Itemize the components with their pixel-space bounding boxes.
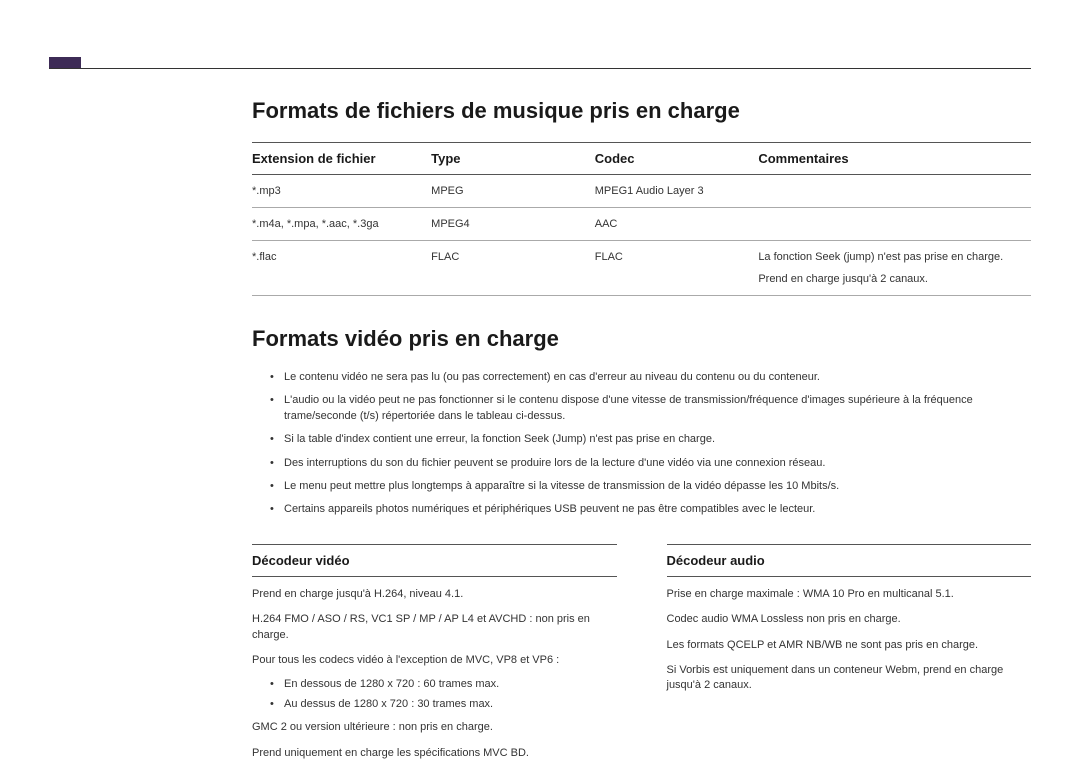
col-header-comments: Commentaires bbox=[758, 143, 1031, 175]
comment-line: Prend en charge jusqu'à 2 canaux. bbox=[758, 273, 1031, 285]
comment-line: La fonction Seek (jump) n'est pas prise … bbox=[758, 251, 1031, 263]
list-item: En dessous de 1280 x 720 : 60 trames max… bbox=[270, 678, 617, 690]
decoder-line: Si Vorbis est uniquement dans un contene… bbox=[667, 663, 1032, 694]
decoder-line: Prend uniquement en charge les spécifica… bbox=[252, 746, 617, 761]
cell-type: MPEG bbox=[431, 175, 595, 208]
decoder-audio-col: Décodeur audio Prise en charge maximale … bbox=[667, 544, 1032, 771]
list-item: Des interruptions du son du fichier peuv… bbox=[270, 456, 1031, 471]
music-heading: Formats de fichiers de musique pris en c… bbox=[252, 98, 1031, 124]
video-notes-list: Le contenu vidéo ne sera pas lu (ou pas … bbox=[252, 370, 1031, 518]
decoder-video-title: Décodeur vidéo bbox=[252, 544, 617, 577]
decoder-line: Prend en charge jusqu'à H.264, niveau 4.… bbox=[252, 587, 617, 602]
cell-codec: MPEG1 Audio Layer 3 bbox=[595, 175, 759, 208]
cell-ext: *.m4a, *.mpa, *.aac, *.3ga bbox=[252, 208, 431, 241]
cell-ext: *.mp3 bbox=[252, 175, 431, 208]
col-header-type: Type bbox=[431, 143, 595, 175]
list-item: Certains appareils photos numériques et … bbox=[270, 502, 1031, 517]
decoder-video-col: Décodeur vidéo Prend en charge jusqu'à H… bbox=[252, 544, 617, 771]
col-header-extension: Extension de fichier bbox=[252, 143, 431, 175]
list-item: Le menu peut mettre plus longtemps à app… bbox=[270, 479, 1031, 494]
cell-type: FLAC bbox=[431, 241, 595, 296]
video-section: Formats vidéo pris en charge Le contenu … bbox=[252, 326, 1031, 771]
video-heading: Formats vidéo pris en charge bbox=[252, 326, 1031, 352]
cell-comments bbox=[758, 208, 1031, 241]
decoder-columns: Décodeur vidéo Prend en charge jusqu'à H… bbox=[252, 544, 1031, 771]
cell-codec: FLAC bbox=[595, 241, 759, 296]
cell-type: MPEG4 bbox=[431, 208, 595, 241]
table-header-row: Extension de fichier Type Codec Commenta… bbox=[252, 143, 1031, 175]
list-item: L'audio ou la vidéo peut ne pas fonction… bbox=[270, 393, 1031, 424]
decoder-sublist: En dessous de 1280 x 720 : 60 trames max… bbox=[252, 678, 617, 710]
decoder-video-body: Prend en charge jusqu'à H.264, niveau 4.… bbox=[252, 587, 617, 761]
list-item: Si la table d'index contient une erreur,… bbox=[270, 432, 1031, 447]
list-item: Au dessus de 1280 x 720 : 30 trames max. bbox=[270, 698, 617, 710]
cell-ext: *.flac bbox=[252, 241, 431, 296]
cell-comments: La fonction Seek (jump) n'est pas prise … bbox=[758, 241, 1031, 296]
table-row: *.m4a, *.mpa, *.aac, *.3ga MPEG4 AAC bbox=[252, 208, 1031, 241]
decoder-line: Les formats QCELP et AMR NB/WB ne sont p… bbox=[667, 638, 1032, 653]
decoder-audio-body: Prise en charge maximale : WMA 10 Pro en… bbox=[667, 587, 1032, 694]
decoder-line: Codec audio WMA Lossless non pris en cha… bbox=[667, 612, 1032, 627]
decoder-line: GMC 2 ou version ultérieure : non pris e… bbox=[252, 720, 617, 735]
decoder-line: H.264 FMO / ASO / RS, VC1 SP / MP / AP L… bbox=[252, 612, 617, 643]
decoder-line: Prise en charge maximale : WMA 10 Pro en… bbox=[667, 587, 1032, 602]
music-formats-table: Extension de fichier Type Codec Commenta… bbox=[252, 142, 1031, 296]
cell-codec: AAC bbox=[595, 208, 759, 241]
cell-comments bbox=[758, 175, 1031, 208]
table-row: *.mp3 MPEG MPEG1 Audio Layer 3 bbox=[252, 175, 1031, 208]
decoder-audio-title: Décodeur audio bbox=[667, 544, 1032, 577]
list-item: Le contenu vidéo ne sera pas lu (ou pas … bbox=[270, 370, 1031, 385]
page-content: Formats de fichiers de musique pris en c… bbox=[252, 68, 1031, 771]
table-row: *.flac FLAC FLAC La fonction Seek (jump)… bbox=[252, 241, 1031, 296]
col-header-codec: Codec bbox=[595, 143, 759, 175]
decoder-line: Pour tous les codecs vidéo à l'exception… bbox=[252, 653, 617, 668]
